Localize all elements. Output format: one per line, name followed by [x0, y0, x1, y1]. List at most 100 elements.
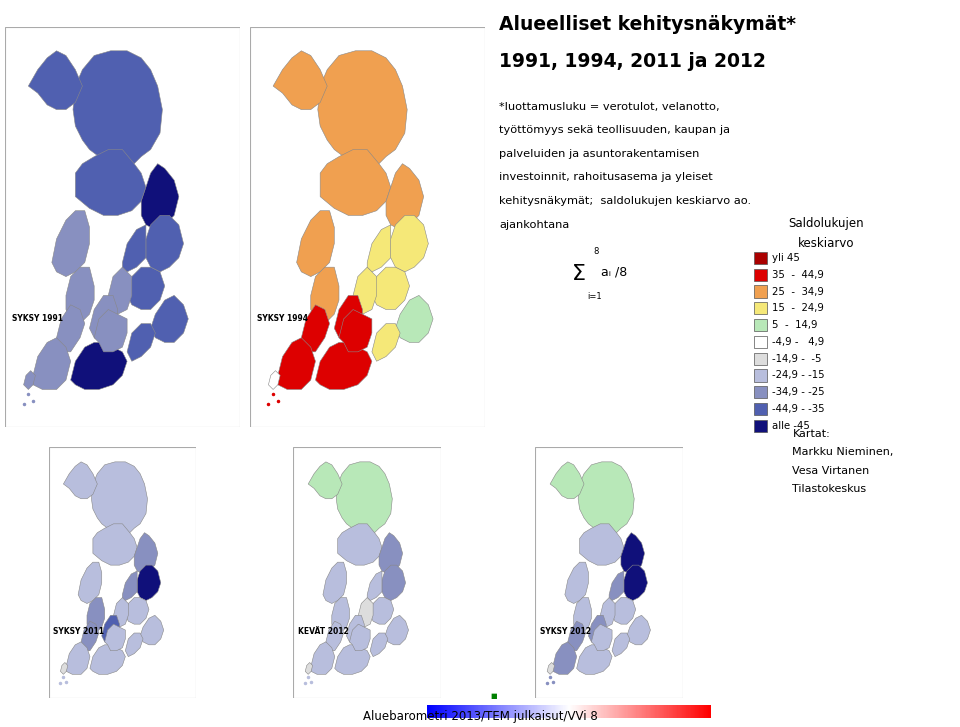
Text: Tilastokeskus: Tilastokeskus [793, 484, 867, 494]
Polygon shape [94, 310, 127, 352]
Text: Alueelliset kehitysnäkymät*: Alueelliset kehitysnäkymät* [499, 15, 796, 33]
FancyBboxPatch shape [755, 419, 767, 432]
Polygon shape [372, 267, 410, 310]
Polygon shape [311, 267, 339, 324]
Polygon shape [108, 267, 132, 314]
Polygon shape [273, 51, 327, 110]
Polygon shape [33, 338, 71, 390]
Text: -14,9 -  -5: -14,9 - -5 [772, 354, 822, 364]
Polygon shape [305, 662, 313, 675]
Polygon shape [382, 565, 405, 601]
Polygon shape [577, 645, 612, 675]
FancyBboxPatch shape [755, 302, 767, 314]
Text: -44,9 - -35: -44,9 - -35 [772, 404, 825, 414]
Polygon shape [126, 633, 143, 656]
Polygon shape [353, 267, 376, 314]
Polygon shape [78, 562, 102, 603]
Polygon shape [277, 338, 316, 390]
Polygon shape [578, 462, 635, 536]
Polygon shape [297, 211, 334, 276]
Polygon shape [553, 642, 577, 675]
Polygon shape [151, 295, 188, 342]
FancyBboxPatch shape [755, 252, 767, 264]
Polygon shape [396, 295, 433, 342]
Polygon shape [87, 598, 105, 633]
Text: 1991, 1994, 2011 ja 2012: 1991, 1994, 2011 ja 2012 [499, 52, 766, 71]
Polygon shape [379, 533, 402, 574]
Polygon shape [127, 267, 165, 310]
Text: Σ: Σ [571, 264, 586, 284]
FancyBboxPatch shape [755, 386, 767, 398]
FancyBboxPatch shape [755, 286, 767, 297]
Polygon shape [24, 371, 36, 390]
Polygon shape [358, 598, 373, 627]
Text: aᵢ /8: aᵢ /8 [601, 265, 627, 278]
Text: 8: 8 [593, 246, 599, 256]
Polygon shape [621, 533, 644, 574]
Text: KEVÄT 2012: KEVÄT 2012 [298, 627, 348, 636]
Text: SYKSY 1994: SYKSY 1994 [256, 314, 307, 324]
Polygon shape [624, 565, 647, 601]
Text: palveluiden ja asuntorakentamisen: palveluiden ja asuntorakentamisen [499, 149, 700, 159]
Polygon shape [368, 571, 382, 601]
Polygon shape [146, 215, 183, 272]
Polygon shape [93, 524, 137, 565]
Polygon shape [368, 225, 391, 272]
Polygon shape [321, 150, 391, 215]
Polygon shape [316, 342, 372, 390]
Polygon shape [81, 621, 99, 651]
Polygon shape [349, 624, 371, 651]
Text: alle -45: alle -45 [772, 421, 810, 431]
Polygon shape [612, 598, 636, 624]
Text: SYKSY 2011: SYKSY 2011 [53, 627, 104, 636]
Text: -4,9 -   4,9: -4,9 - 4,9 [772, 337, 825, 347]
Polygon shape [627, 615, 651, 645]
Polygon shape [588, 615, 606, 645]
Polygon shape [609, 571, 624, 601]
Polygon shape [141, 164, 179, 230]
Text: Kartat:: Kartat: [793, 429, 830, 439]
Polygon shape [126, 598, 149, 624]
Polygon shape [332, 598, 349, 633]
Polygon shape [338, 524, 382, 565]
Polygon shape [137, 565, 160, 601]
FancyBboxPatch shape [755, 369, 767, 382]
Text: i=1: i=1 [588, 292, 602, 302]
Polygon shape [391, 215, 428, 272]
Polygon shape [347, 615, 364, 645]
Polygon shape [308, 462, 342, 499]
Polygon shape [564, 562, 588, 603]
Text: Saldolukujen: Saldolukujen [788, 217, 864, 230]
Text: -24,9 - -15: -24,9 - -15 [772, 371, 825, 380]
Polygon shape [385, 615, 409, 645]
Text: Vesa Virtanen: Vesa Virtanen [793, 465, 870, 475]
Text: Aluebarometri 2013/TEM julkaisut/VVi 8: Aluebarometri 2013/TEM julkaisut/VVi 8 [363, 710, 597, 723]
Polygon shape [66, 267, 94, 324]
Text: investoinnit, rahoitusasema ja yleiset: investoinnit, rahoitusasema ja yleiset [499, 172, 713, 182]
Polygon shape [301, 305, 329, 352]
Polygon shape [105, 624, 126, 651]
Polygon shape [90, 645, 126, 675]
Polygon shape [600, 598, 615, 627]
Polygon shape [52, 211, 89, 276]
Polygon shape [325, 621, 344, 651]
Polygon shape [75, 150, 146, 215]
Text: -34,9 - -25: -34,9 - -25 [772, 387, 825, 397]
Polygon shape [113, 598, 129, 627]
Polygon shape [89, 295, 118, 342]
Polygon shape [323, 562, 347, 603]
Polygon shape [123, 225, 146, 272]
Polygon shape [66, 642, 90, 675]
Polygon shape [127, 324, 156, 361]
Text: 15  -  24,9: 15 - 24,9 [772, 303, 824, 313]
Polygon shape [134, 533, 157, 574]
Polygon shape [591, 624, 612, 651]
Polygon shape [269, 371, 280, 390]
Polygon shape [612, 633, 630, 656]
Polygon shape [339, 310, 372, 352]
FancyBboxPatch shape [755, 336, 767, 348]
Polygon shape [311, 642, 335, 675]
Polygon shape [73, 51, 162, 169]
Polygon shape [386, 164, 423, 230]
Polygon shape [91, 462, 148, 536]
